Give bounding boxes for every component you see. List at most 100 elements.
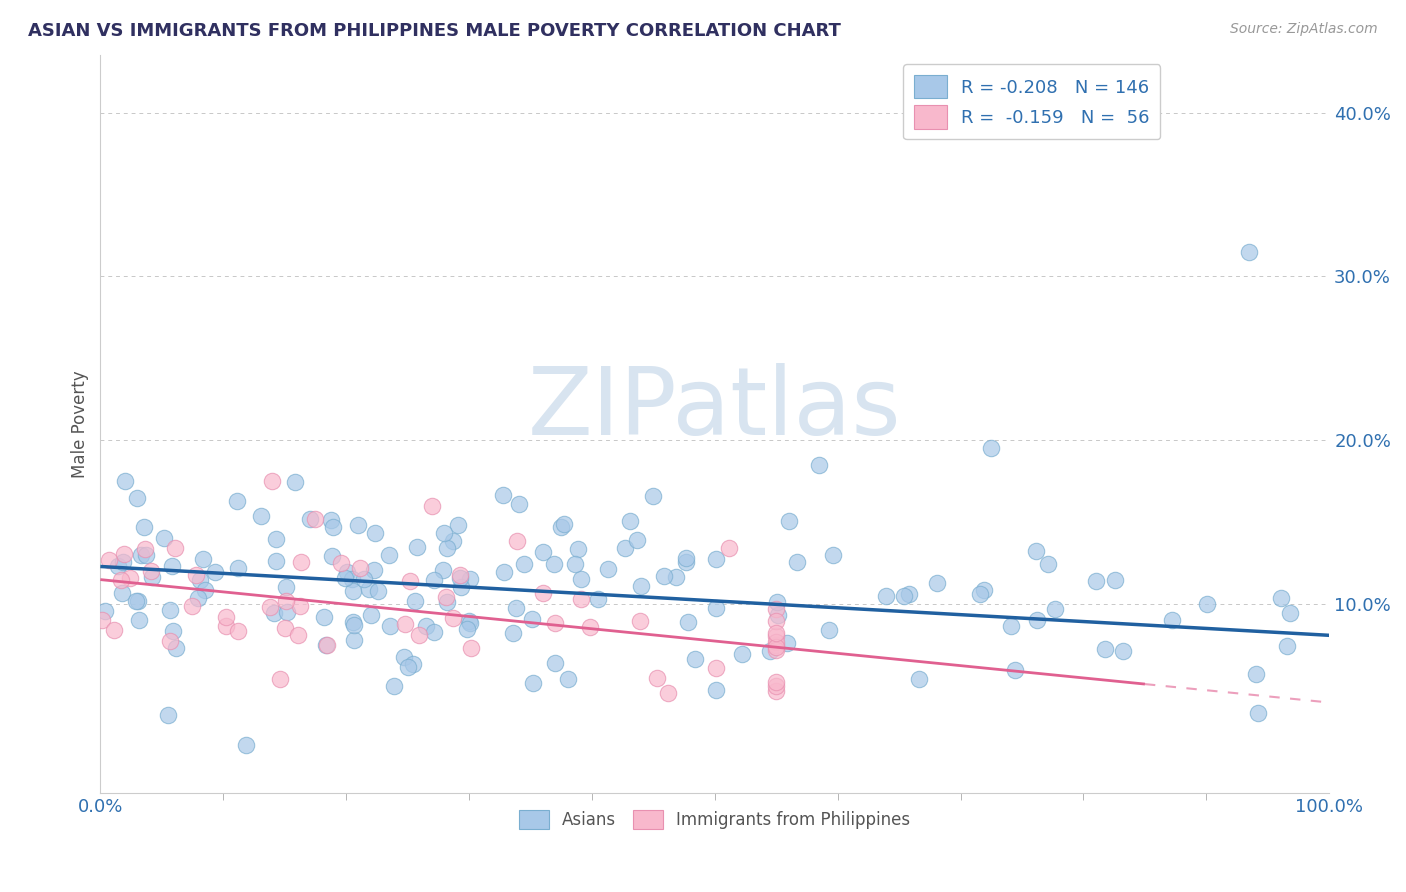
Point [778, 514, 800, 528]
Point [434, 590, 457, 604]
Point [505, 601, 527, 615]
Point [262, 475, 284, 489]
Point [347, 518, 370, 533]
Y-axis label: Male Poverty: Male Poverty [72, 370, 89, 478]
Point [398, 574, 420, 589]
Point [897, 587, 920, 601]
Point [141, 570, 163, 584]
Point [1112, 644, 1135, 658]
Point [226, 494, 249, 508]
Point [194, 582, 217, 597]
Point [598, 562, 620, 576]
Point [630, 579, 652, 593]
Point [316, 638, 339, 652]
Text: Source: ZipAtlas.com: Source: ZipAtlas.com [1230, 22, 1378, 37]
Point [665, 570, 688, 584]
Point [432, 563, 454, 577]
Point [441, 534, 464, 549]
Point [533, 545, 555, 559]
Point [404, 594, 426, 608]
Point [586, 592, 609, 607]
Point [162, 624, 184, 639]
Point [269, 672, 291, 686]
Point [118, 571, 141, 585]
Point [266, 554, 288, 568]
Point [406, 541, 429, 555]
Point [706, 601, 728, 615]
Point [630, 614, 652, 628]
Point [458, 572, 481, 586]
Point [226, 624, 249, 638]
Point [343, 618, 366, 632]
Point [290, 555, 312, 569]
Point [382, 679, 405, 693]
Point [349, 561, 371, 575]
Point [567, 541, 589, 556]
Point [522, 612, 544, 626]
Point [276, 605, 298, 619]
Point [111, 586, 134, 600]
Point [135, 548, 157, 562]
Point [408, 628, 430, 642]
Point [321, 549, 343, 563]
Point [188, 573, 211, 587]
Point [508, 497, 530, 511]
Point [765, 638, 787, 652]
Point [450, 580, 472, 594]
Point [299, 512, 322, 526]
Point [377, 548, 399, 562]
Point [908, 672, 931, 686]
Point [314, 610, 336, 624]
Point [274, 580, 297, 594]
Point [141, 564, 163, 578]
Point [1279, 607, 1302, 621]
Point [423, 624, 446, 639]
Point [129, 548, 152, 562]
Point [340, 572, 363, 586]
Point [614, 541, 637, 555]
Point [765, 626, 787, 640]
Point [160, 559, 183, 574]
Point [657, 686, 679, 700]
Point [342, 615, 364, 629]
Point [276, 594, 298, 608]
Point [436, 541, 458, 555]
Point [730, 647, 752, 661]
Point [184, 568, 207, 582]
Point [980, 442, 1002, 456]
Text: ASIAN VS IMMIGRANTS FROM PHILIPPINES MALE POVERTY CORRELATION CHART: ASIAN VS IMMIGRANTS FROM PHILIPPINES MAL… [28, 22, 841, 40]
Point [543, 557, 565, 571]
Point [441, 611, 464, 625]
Point [704, 660, 727, 674]
Point [342, 583, 364, 598]
Point [125, 594, 148, 608]
Point [449, 568, 471, 582]
Point [127, 491, 149, 505]
Point [420, 499, 443, 513]
Point [342, 632, 364, 647]
Point [127, 594, 149, 608]
Point [765, 684, 787, 698]
Point [492, 565, 515, 579]
Point [569, 591, 592, 606]
Point [1270, 591, 1292, 605]
Point [114, 475, 136, 489]
Point [578, 620, 600, 634]
Point [704, 682, 727, 697]
Point [288, 599, 311, 614]
Point [433, 525, 456, 540]
Point [492, 488, 515, 502]
Point [396, 659, 419, 673]
Point [284, 475, 307, 490]
Point [353, 572, 375, 586]
Point [336, 565, 359, 579]
Point [315, 638, 337, 652]
Point [564, 557, 586, 571]
Point [360, 608, 382, 623]
Point [718, 541, 741, 556]
Point [1195, 598, 1218, 612]
Point [273, 621, 295, 635]
Point [557, 673, 579, 687]
Point [505, 534, 527, 549]
Point [675, 555, 697, 569]
